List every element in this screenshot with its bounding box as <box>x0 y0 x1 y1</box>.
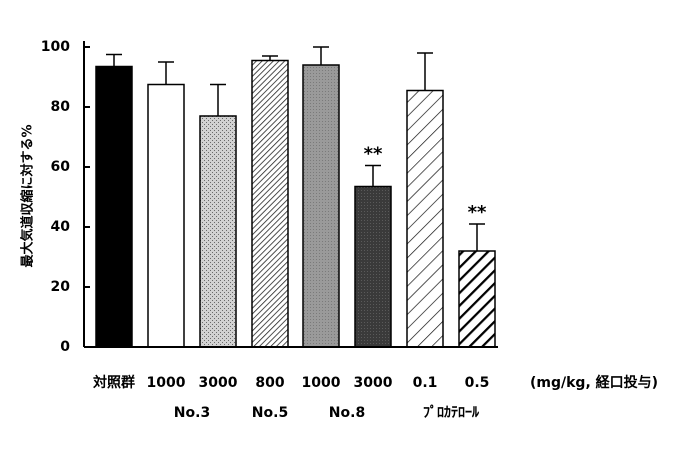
group-labels: No.3 No.5 No.8 ﾌﾟﾛｶﾃﾛｰﾙ <box>174 404 480 421</box>
unit-note: (mg/kg, 経口投与) <box>530 374 658 391</box>
category-labels: 対照群 1000 3000 800 1000 3000 0.1 0.5 <box>92 374 489 391</box>
y-tick-label: 80 <box>51 99 71 115</box>
bar <box>302 64 340 348</box>
y-axis-title: 最大気道収縮に対する% <box>20 124 36 267</box>
category-label: 0.1 <box>413 375 438 391</box>
category-label: 0.5 <box>465 375 490 391</box>
bar <box>354 185 392 348</box>
bar <box>251 59 289 348</box>
group-label: No.8 <box>329 405 365 421</box>
significance-label: ** <box>364 144 383 165</box>
significance-marks: ** ** <box>364 144 487 224</box>
y-tick-label: 20 <box>51 279 71 295</box>
group-label: No.5 <box>252 405 288 421</box>
y-ticks: 0 20 40 60 80 100 <box>41 39 90 355</box>
bar <box>95 65 133 348</box>
y-tick-label: 100 <box>41 39 70 55</box>
bar <box>458 250 496 348</box>
significance-label: ** <box>468 202 487 223</box>
category-label: 800 <box>255 375 284 391</box>
category-label: 対照群 <box>92 374 135 391</box>
category-label: 3000 <box>199 375 238 391</box>
group-label: No.3 <box>174 405 210 421</box>
y-tick-label: 60 <box>51 159 71 175</box>
category-label: 1000 <box>147 375 186 391</box>
group-label: ﾌﾟﾛｶﾃﾛｰﾙ <box>423 404 480 421</box>
bar <box>199 115 237 348</box>
category-label: 1000 <box>302 375 341 391</box>
category-label: 3000 <box>354 375 393 391</box>
bar <box>147 83 185 348</box>
error-bars-layer <box>106 46 485 251</box>
bars-layer <box>95 59 496 348</box>
y-tick-label: 40 <box>51 219 71 235</box>
y-tick-label: 0 <box>60 339 70 355</box>
bar <box>406 89 444 348</box>
